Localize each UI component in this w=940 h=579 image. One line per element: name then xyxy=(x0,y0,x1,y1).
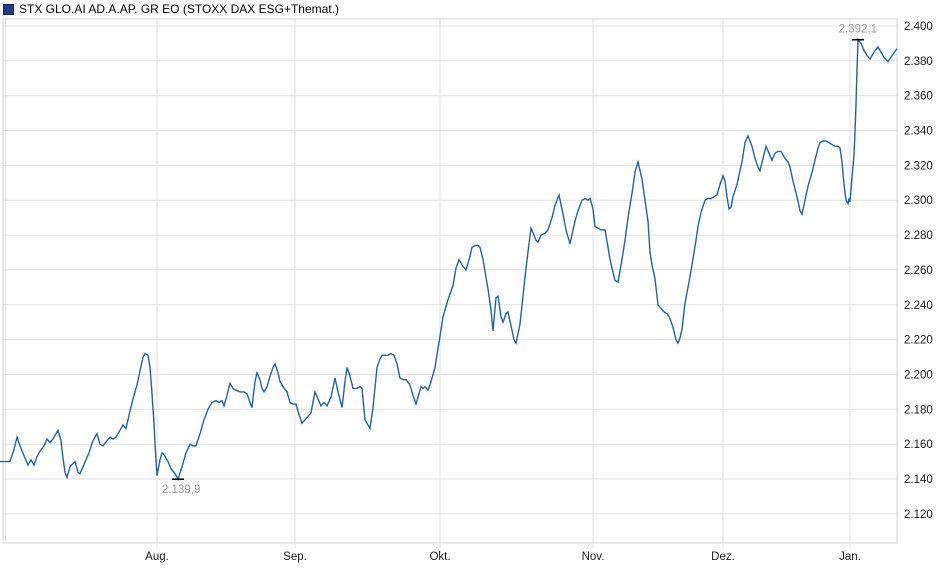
x-axis-label: Sep. xyxy=(283,551,307,563)
y-axis-label: 2.140 xyxy=(904,474,933,486)
y-axis-label: 2.400 xyxy=(904,21,933,33)
y-axis-label: 2.240 xyxy=(904,300,933,312)
y-axis-label: 2.260 xyxy=(904,265,933,277)
x-axis-label: Dez. xyxy=(711,551,735,563)
y-axis-label: 2.200 xyxy=(904,370,933,382)
plot-border xyxy=(2,18,898,544)
x-axis-label: Okt. xyxy=(429,551,450,563)
y-axis-label: 2.320 xyxy=(904,160,933,172)
y-axis-label: 2.280 xyxy=(904,230,933,242)
y-axis-label: 2.220 xyxy=(904,335,933,347)
y-axis-label: 2.180 xyxy=(904,404,933,416)
y-axis-label: 2.360 xyxy=(904,91,933,103)
x-axis-label: Aug. xyxy=(145,551,169,563)
high-annotation-label: 2.392,1 xyxy=(839,24,877,36)
gridlines xyxy=(3,19,897,548)
series-color-swatch-icon xyxy=(3,3,14,15)
low-annotation-label: 2.139,9 xyxy=(162,484,200,496)
y-axis-label: 2.380 xyxy=(904,56,933,68)
chart-legend: STX GLO.AI AD.A.AP. GR EO (STOXX DAX ESG… xyxy=(3,2,339,16)
y-axis-label: 2.300 xyxy=(904,195,933,207)
y-axis-label: 2.340 xyxy=(904,126,933,138)
y-axis-label: 2.120 xyxy=(904,509,933,521)
y-axis-label: 2.160 xyxy=(904,439,933,451)
price-line xyxy=(0,37,898,481)
chart-title: STX GLO.AI AD.A.AP. GR EO (STOXX DAX ESG… xyxy=(19,2,339,16)
x-axis-label: Nov. xyxy=(582,551,605,563)
x-axis-label: Jan. xyxy=(839,551,861,563)
